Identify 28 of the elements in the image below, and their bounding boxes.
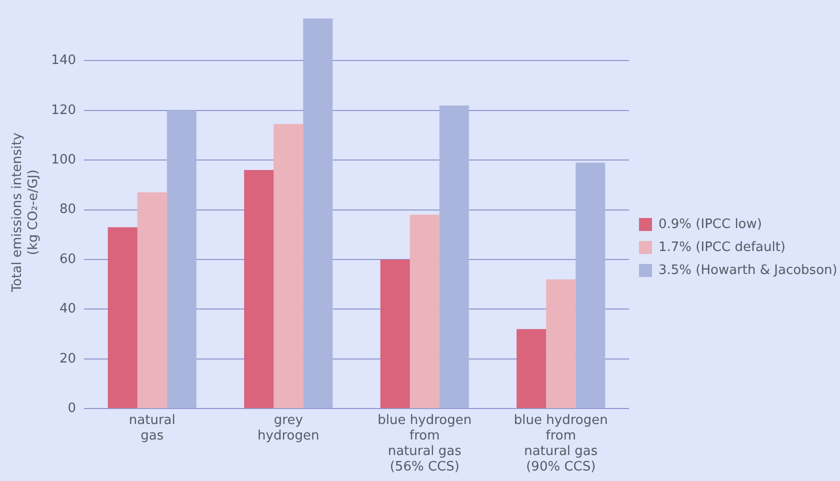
x-tick-label: grey hydrogen <box>258 412 320 444</box>
bar <box>166 110 196 408</box>
bar <box>516 329 546 408</box>
bar <box>546 279 576 408</box>
y-tick-label: 20 <box>59 351 76 366</box>
legend-label: 1.7% (IPCC default) <box>658 240 786 255</box>
bar <box>576 162 606 408</box>
bar <box>380 260 410 408</box>
y-tick-label: 100 <box>51 152 76 168</box>
bar <box>108 227 138 408</box>
y-axis-title: Total emissions intensity (kg CO₂-e/GJ) <box>10 132 41 293</box>
legend-label: 0.9% (IPCC low) <box>658 216 762 232</box>
y-tick-label: 80 <box>59 202 76 218</box>
x-tick-label: natural gas <box>128 412 176 444</box>
x-tick-label: blue hydrogen from natural gas (90% CCS) <box>514 412 608 475</box>
bar <box>303 18 333 408</box>
bar <box>274 124 304 408</box>
bar <box>439 105 469 408</box>
y-tick-label: 0 <box>68 400 76 416</box>
x-tick-label: blue hydrogen from natural gas (56% CCS) <box>378 412 472 475</box>
y-tick-label: 120 <box>51 102 76 118</box>
bar <box>244 170 274 408</box>
bar <box>410 214 440 408</box>
y-tick-label: 140 <box>51 53 76 68</box>
bar <box>137 192 167 408</box>
y-tick-label: 40 <box>59 302 76 317</box>
legend-label: 3.5% (Howarth & Jacobson) <box>658 262 838 278</box>
y-tick-label: 60 <box>59 252 76 267</box>
